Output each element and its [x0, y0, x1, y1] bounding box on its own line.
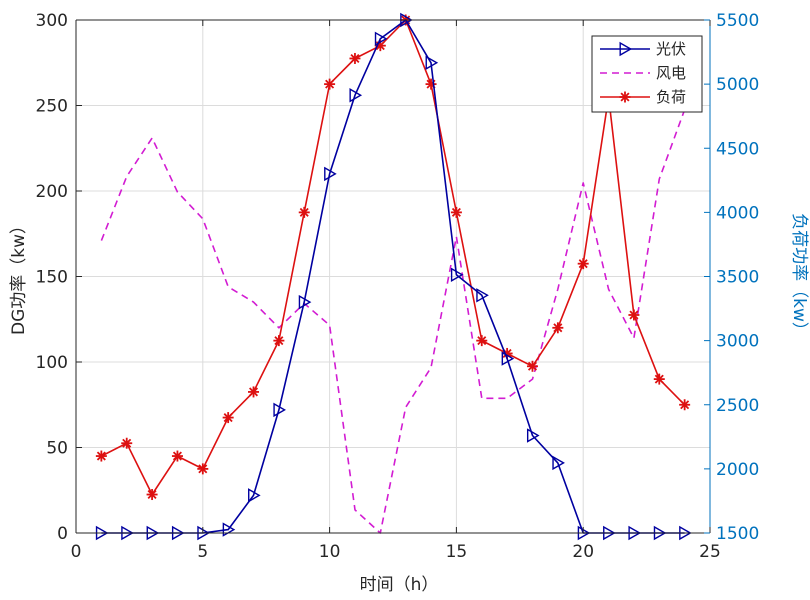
left-y-tick-label: 200	[36, 182, 68, 202]
legend-marker	[619, 41, 633, 57]
asterisk-stroke	[274, 336, 284, 346]
load-data-point	[298, 206, 310, 218]
asterisk-stroke	[350, 53, 360, 63]
legend-marker	[619, 91, 631, 103]
pv-data-point	[501, 351, 515, 366]
pv-data-point	[248, 488, 261, 503]
asterisk-stroke	[680, 400, 690, 410]
x-tick-label: 5	[197, 542, 208, 562]
right-y-tick-label: 4500	[716, 139, 759, 159]
right-y-tick-label: 1500	[716, 524, 759, 544]
right-y-tick-label: 2000	[716, 460, 759, 480]
x-tick-label: 25	[699, 542, 721, 562]
x-tick-label: 20	[572, 542, 594, 562]
asterisk-stroke	[223, 413, 233, 423]
pv-data-point	[298, 294, 312, 310]
right-y-tick-label: 5000	[716, 75, 759, 95]
asterisk-stroke	[654, 374, 664, 384]
load-data-point	[324, 78, 336, 90]
axis-layer: 0 5 10 15 20 25050100150200250300150020002500…	[36, 11, 760, 562]
left-y-tick-label: 300	[36, 11, 68, 31]
asterisk-stroke	[620, 92, 630, 102]
asterisk-stroke	[502, 348, 512, 358]
load-data-point	[679, 399, 691, 411]
asterisk-stroke	[629, 310, 639, 320]
asterisk-stroke	[96, 451, 106, 461]
pv-data-point	[324, 166, 337, 182]
asterisk-stroke	[553, 323, 563, 333]
asterisk-stroke	[325, 79, 335, 89]
load-data-point	[552, 322, 564, 334]
x-tick-label: 15	[446, 542, 468, 562]
legend-label: 光伏	[656, 40, 686, 58]
asterisk-stroke	[198, 464, 208, 474]
load-data-point	[171, 450, 183, 462]
asterisk-stroke	[248, 387, 259, 397]
left-y-tick-label: 0	[57, 524, 68, 544]
pv-data-point	[273, 402, 286, 418]
pv-data-point	[349, 88, 363, 103]
load-data-point	[577, 258, 589, 270]
right-y-tick-label: 4000	[716, 203, 759, 223]
asterisk-stroke	[299, 207, 309, 217]
right-y-tick-label: 3000	[716, 332, 759, 352]
load-data-point	[450, 206, 462, 218]
pv-data-point	[526, 428, 540, 443]
left-y-tick-label: 150	[36, 268, 68, 288]
asterisk-stroke	[147, 490, 157, 500]
load-data-point	[425, 78, 437, 90]
pv-data-point	[552, 455, 565, 471]
legend-label: 风电	[656, 64, 686, 82]
load-data-point	[653, 373, 665, 385]
load-data-point	[197, 463, 209, 475]
pv-data-point	[374, 31, 388, 47]
asterisk-stroke	[527, 361, 538, 371]
wind-series-line	[100, 109, 686, 534]
asterisk-stroke	[477, 336, 487, 346]
load-data-point	[248, 386, 260, 398]
right-y-tick-label: 5500	[716, 11, 759, 31]
pv-data-point	[425, 55, 439, 70]
load-series-line	[101, 19, 686, 496]
load-data-point	[222, 412, 234, 424]
x-tick-label: 10	[319, 542, 341, 562]
pv-data-point	[476, 288, 489, 303]
asterisk-stroke	[172, 451, 182, 461]
right-y-axis-label: 负荷功率（kw）	[789, 213, 809, 339]
x-tick-label: 0	[71, 542, 82, 562]
load-data-point	[526, 360, 538, 372]
x-axis-label: 时间（h）	[360, 575, 439, 595]
load-data-point	[146, 489, 158, 501]
load-data-point	[273, 335, 285, 347]
load-data-point	[95, 450, 107, 462]
load-data-point	[121, 437, 133, 449]
left-y-axis-label: DG功率（kw）	[9, 217, 29, 335]
left-y-tick-label: 100	[36, 353, 68, 373]
right-y-tick-label: 2500	[716, 396, 759, 416]
left-y-tick-label: 50	[46, 439, 68, 459]
right-y-tick-label: 3500	[716, 268, 759, 288]
asterisk-stroke	[451, 207, 461, 217]
left-y-tick-label: 250	[36, 97, 68, 117]
asterisk-stroke	[578, 259, 588, 269]
load-data-point	[628, 309, 640, 321]
load-data-point	[349, 52, 361, 64]
asterisk-stroke	[375, 41, 385, 51]
pv-data-point	[450, 267, 464, 282]
load-data-point	[476, 335, 488, 347]
asterisk-stroke	[122, 438, 132, 448]
legend-label: 负荷	[656, 88, 686, 106]
